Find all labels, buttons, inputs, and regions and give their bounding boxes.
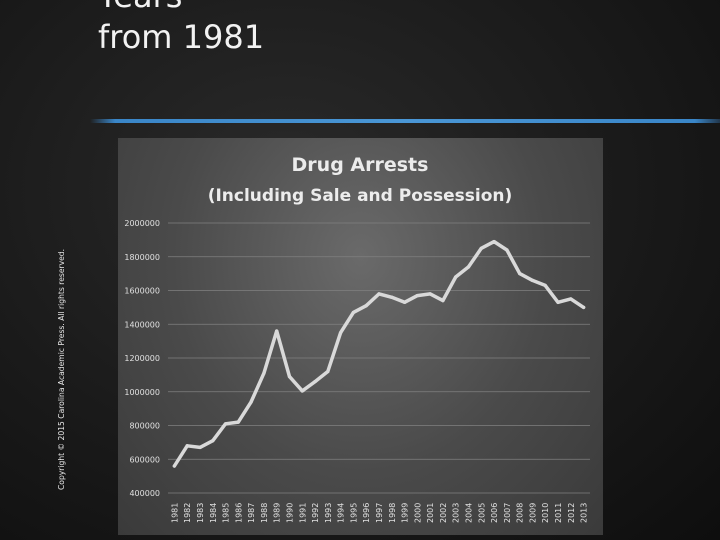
data-point [441, 299, 445, 303]
x-tick-label: 1993 [324, 503, 333, 523]
data-point [492, 239, 496, 244]
data-point [364, 304, 368, 308]
slide-title-line-2: from 1981 [98, 18, 265, 56]
data-point [454, 275, 458, 279]
data-point [402, 300, 407, 304]
x-tick-label: 2007 [503, 503, 512, 523]
y-tick-label: 1200000 [124, 354, 160, 363]
data-point [313, 380, 317, 384]
x-tick-label: 1994 [337, 503, 346, 523]
data-point [377, 292, 381, 296]
x-tick-label: 2012 [567, 503, 576, 523]
data-point [530, 278, 535, 282]
x-tick-label: 2009 [528, 503, 537, 523]
x-tick-label: 2000 [413, 503, 422, 523]
title-divider [90, 119, 720, 123]
x-tick-label: 1995 [349, 503, 358, 523]
data-point [275, 329, 279, 333]
x-tick-label: 1996 [362, 503, 371, 523]
x-tick-label: 2006 [490, 503, 499, 523]
slide-title: Years from 1981 [98, 0, 264, 58]
data-point [428, 292, 432, 296]
y-tick-label: 400000 [129, 489, 160, 498]
x-tick-label: 1983 [196, 503, 205, 523]
x-axis-ticks: 1981 1982 1983 1984 1985 1986 1987 1988 1989 1990… [170, 503, 588, 523]
x-tick-label: 1997 [375, 503, 384, 523]
x-tick-label: 2002 [439, 503, 448, 523]
x-tick-label: 2008 [516, 503, 525, 523]
data-point [287, 374, 292, 379]
chart-panel: Drug Arrests (Including Sale and Possess… [118, 138, 603, 535]
x-tick-label: 1991 [298, 503, 307, 523]
data-point [479, 246, 483, 250]
x-tick-label: 1981 [170, 503, 179, 523]
data-point [582, 305, 586, 309]
drug-arrests-chart: Drug Arrests (Including Sale and Possess… [124, 154, 590, 523]
x-tick-label: 1986 [234, 503, 243, 523]
data-point [569, 297, 573, 301]
x-tick-label: 2005 [477, 503, 486, 523]
chart-subtitle: (Including Sale and Possession) [208, 186, 513, 206]
data-point [390, 295, 394, 299]
gridlines [168, 222, 590, 494]
x-tick-label: 1985 [222, 503, 231, 523]
x-tick-label: 2011 [554, 503, 563, 523]
data-point [505, 248, 509, 252]
data-point [262, 371, 266, 375]
x-tick-label: 1989 [273, 503, 282, 523]
data-point [556, 300, 560, 304]
data-point [249, 400, 253, 404]
x-tick-label: 1987 [247, 503, 256, 523]
series-layer [172, 239, 586, 468]
data-point [415, 293, 419, 298]
series-line-0 [172, 239, 586, 468]
x-tick-label: 1998 [388, 503, 397, 523]
slide-title-line-1: Years [98, 0, 264, 17]
y-tick-label: 800000 [129, 422, 160, 431]
x-tick-label: 2003 [452, 503, 461, 523]
y-tick-label: 2000000 [124, 219, 160, 228]
data-point [518, 272, 522, 276]
x-tick-label: 2004 [465, 503, 474, 523]
data-point [211, 439, 215, 443]
x-tick-label: 2013 [580, 503, 589, 523]
data-point [223, 422, 228, 426]
data-point [351, 310, 356, 315]
x-tick-label: 2010 [541, 503, 550, 523]
x-tick-label: 1988 [260, 503, 269, 523]
y-tick-label: 1800000 [124, 253, 160, 262]
data-point [185, 444, 189, 448]
data-point [172, 464, 176, 468]
y-tick-label: 1000000 [124, 388, 160, 397]
data-point [236, 420, 240, 424]
data-point [466, 265, 471, 269]
x-tick-label: 1990 [285, 503, 294, 523]
x-tick-label: 1992 [311, 503, 320, 523]
y-axis-ticks: 400000 600000 800000 1000000 1200000 1400000 1… [124, 219, 160, 498]
x-tick-label: 2001 [426, 503, 435, 523]
data-point [198, 445, 202, 450]
data-point [543, 283, 547, 288]
chart-title: Drug Arrests [292, 154, 429, 176]
y-tick-label: 1600000 [124, 287, 160, 296]
y-tick-label: 1400000 [124, 320, 160, 329]
x-tick-label: 1982 [183, 503, 192, 523]
x-tick-label: 1999 [401, 503, 410, 523]
data-point [339, 331, 343, 335]
data-point [326, 369, 330, 374]
data-point [300, 389, 304, 393]
y-tick-label: 600000 [129, 455, 160, 464]
x-tick-label: 1984 [209, 503, 218, 523]
copyright-notice: Copyright © 2015 Carolina Academic Press… [57, 248, 66, 490]
